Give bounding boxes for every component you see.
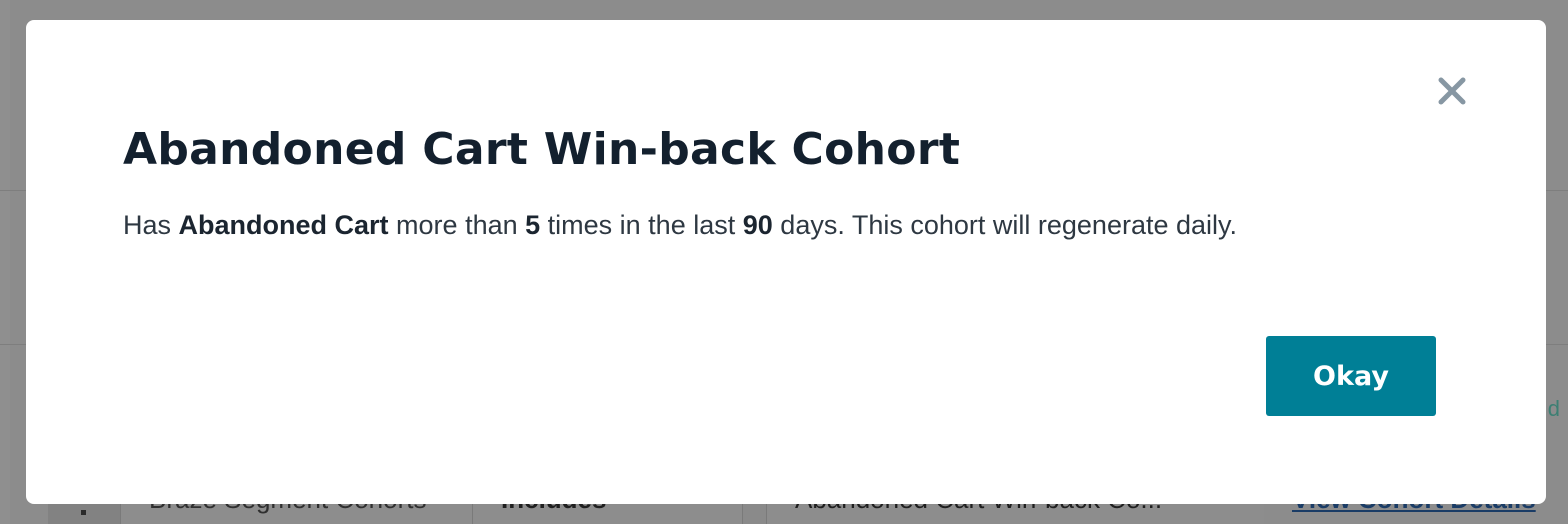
description-event-name: Abandoned Cart [178, 210, 389, 240]
cohort-details-modal: Abandoned Cart Win-back Cohort Has Aband… [26, 20, 1546, 504]
description-text: more than [388, 210, 526, 240]
description-prefix: Has [123, 210, 179, 240]
background-link-fragment: d [1547, 396, 1560, 421]
description-suffix: days. This cohort will regenerate daily. [772, 210, 1238, 240]
description-text: times in the last [540, 210, 743, 240]
cohort-description: Has Abandoned Cart more than 5 times in … [123, 210, 1237, 241]
description-days: 90 [742, 210, 773, 240]
okay-button[interactable]: Okay [1266, 336, 1436, 416]
close-button[interactable] [1436, 75, 1468, 107]
description-count: 5 [525, 210, 541, 240]
close-icon [1438, 77, 1466, 105]
background-left-strip [0, 0, 10, 524]
modal-title: Abandoned Cart Win-back Cohort [123, 124, 961, 175]
